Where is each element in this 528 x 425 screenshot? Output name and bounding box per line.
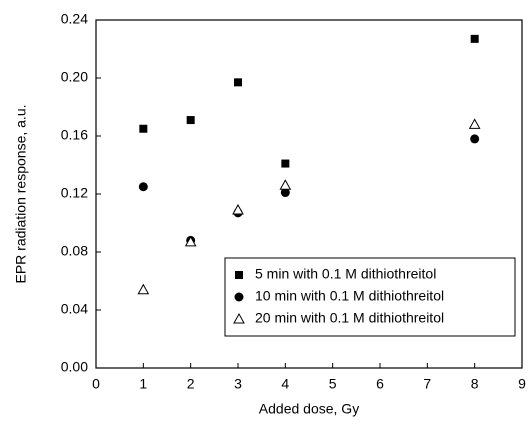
x-tick-label: 2 [187,376,195,392]
marker [186,116,195,125]
x-tick-label: 5 [329,376,337,392]
marker [137,283,150,295]
x-tick-label: 6 [376,376,384,392]
x-tick-label: 8 [471,376,479,392]
legend-marker [235,271,243,279]
x-tick-label: 7 [423,376,431,392]
marker [234,78,242,87]
x-tick-label: 9 [518,376,526,392]
y-tick-label: 0.24 [61,11,88,27]
legend-marker [233,312,245,324]
y-tick-label: 0.08 [61,243,88,259]
x-axis-label: Added dose, Gy [259,401,359,417]
x-tick-label: 1 [139,376,147,392]
y-axis-label: EPR radiation response, a.u. [13,105,29,284]
x-tick-label: 4 [281,376,289,392]
y-tick-label: 0.00 [61,359,88,375]
marker [232,203,244,215]
legend-label: 5 min with 0.1 M dithiothreitol [255,266,436,282]
y-tick-label: 0.12 [61,185,88,201]
marker [281,159,290,168]
marker [139,124,148,133]
marker [470,134,480,144]
marker [184,235,197,247]
x-tick-label: 0 [92,376,100,392]
y-tick-label: 0.04 [61,301,88,317]
y-tick-label: 0.20 [61,69,88,85]
legend-label: 20 min with 0.1 M dithiothreitol [255,310,444,326]
legend-label: 10 min with 0.1 M dithiothreitol [255,288,444,304]
legend-marker [234,292,244,302]
x-tick-label: 3 [234,376,242,392]
marker [279,179,292,190]
marker [470,34,479,43]
marker [468,118,481,129]
legend-box [224,257,516,337]
y-tick-label: 0.16 [61,127,88,143]
marker [280,188,290,198]
marker [138,182,148,192]
